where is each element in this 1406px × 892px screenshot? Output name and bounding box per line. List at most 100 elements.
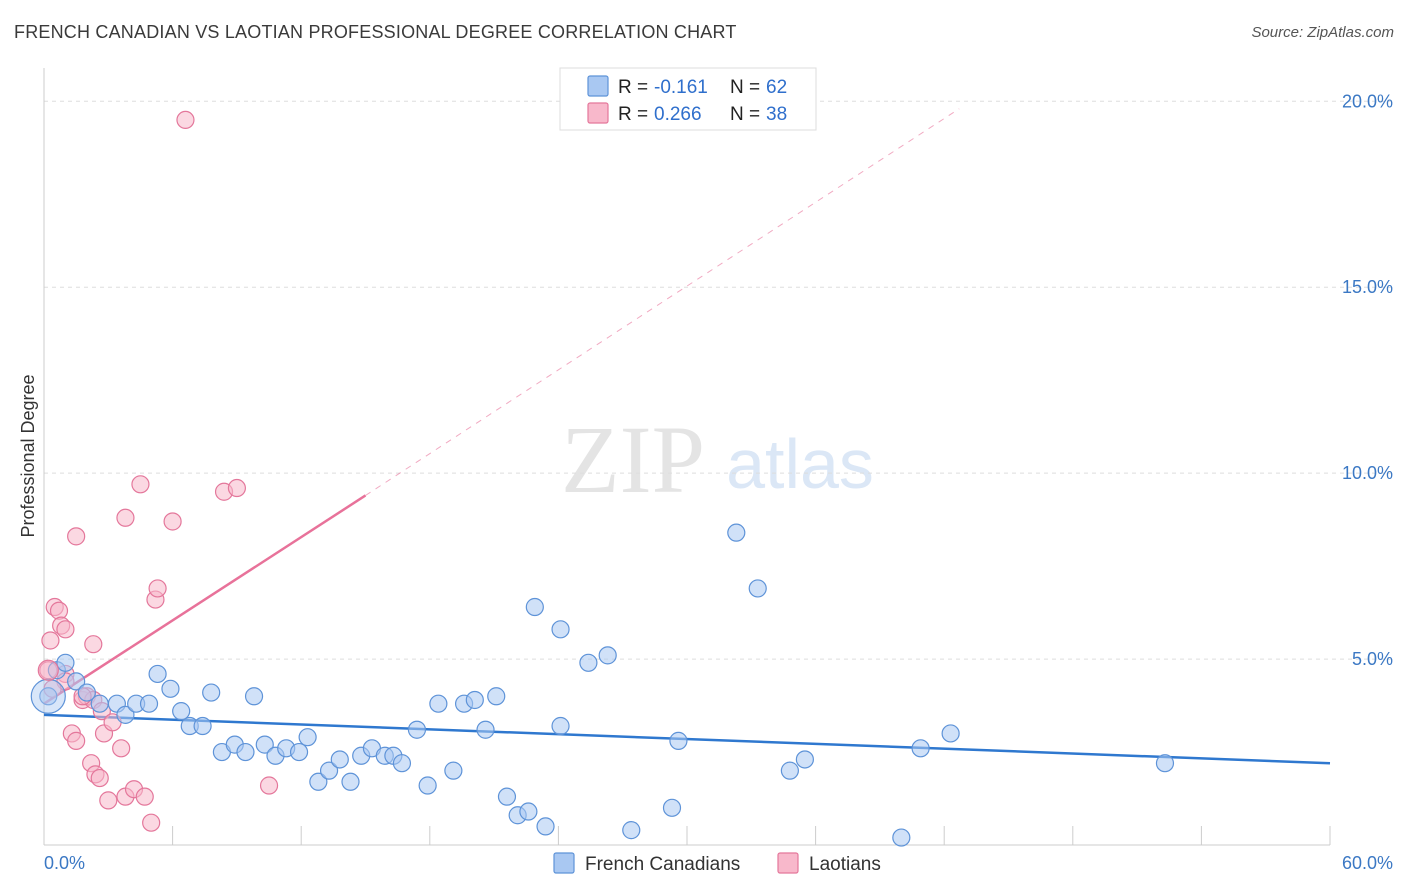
point-french-canadians-12 [172,702,191,721]
point-french-canadians-39 [465,690,484,710]
point-french-canadians-48 [551,716,570,736]
point-french-canadians-40 [476,720,495,739]
axes [43,68,1331,846]
point-french-canadians-cluster [30,678,66,714]
x-tick-label-min: 0.0% [44,853,85,873]
point-laotians-22 [112,739,131,758]
legend-r-label-0: R = [618,77,648,98]
point-french-canadians-5 [90,694,109,713]
y-tick-label-10: 10.0% [1342,463,1393,483]
point-french-canadians-42 [497,787,517,806]
point-french-canadians-61 [1155,754,1175,773]
point-french-canadians-44 [519,802,538,821]
point-french-canadians-37 [444,761,463,780]
point-french-canadians-57 [795,750,814,769]
point-laotians-28 [142,813,161,832]
point-french-canadians-53 [669,731,688,750]
point-laotians-27 [135,787,154,806]
point-laotians-9 [67,527,86,546]
point-french-canadians-7 [116,705,135,724]
legend-n-label-1: N = [730,104,760,125]
point-french-canadians-0 [39,687,58,706]
point-french-canadians-15 [202,683,221,702]
legend-n-value-laotians: 38 [766,104,787,125]
legend-r-value-laotians: 0.266 [654,104,702,125]
point-french-canadians-24 [298,728,317,747]
point-french-canadians-50 [598,646,617,665]
y-tick-label-20: 20.0% [1342,91,1393,111]
point-laotians-31 [163,512,182,531]
legend-r-label-1: R = [618,104,648,125]
point-laotians-26 [131,475,150,494]
point-french-canadians-33 [392,754,412,773]
point-french-canadians-4 [77,683,96,702]
point-laotians-35 [259,776,279,795]
x-tick-label-max: 60.0% [1342,853,1393,873]
point-french-canadians-52 [662,798,682,817]
point-french-canadians-2 [56,653,75,672]
point-french-canadians-27 [330,750,349,769]
point-laotians-20 [99,791,118,810]
y-tick-label-5: 5.0% [1352,649,1393,669]
point-laotians-17 [90,768,109,788]
point-laotians-1 [41,631,60,650]
watermark-zip: ZIP [561,406,705,513]
point-french-canadians-10 [148,664,167,684]
point-laotians-34 [227,478,246,498]
point-french-canadians-47 [551,620,570,639]
point-french-canadians-51 [622,821,641,840]
point-french-canadians-19 [244,687,264,706]
bottom-legend-label-french-canadians: French Canadians [585,854,740,875]
point-french-canadians-23 [289,742,309,762]
series-legend: French Canadians Laotians [553,852,881,875]
point-french-canadians-3 [67,672,86,691]
bottom-legend-swatch-french-canadians [553,852,575,874]
point-laotians-10 [67,731,86,750]
y-tick-labels: 5.0% 10.0% 15.0% 20.0% [1342,91,1393,669]
bottom-legend-swatch-laotians [777,852,799,874]
bottom-legend-label-laotians: Laotians [809,854,881,875]
point-french-canadians-36 [429,694,448,713]
point-french-canadians-9 [139,694,159,713]
legend-n-value-french-canadians: 62 [766,77,787,98]
legend-swatch-laotians [587,102,609,124]
y-tick-label-15: 15.0% [1342,277,1393,297]
point-french-canadians-49 [579,653,598,672]
point-french-canadians-41 [487,687,506,706]
stats-legend: R = -0.161 N = 62 R = 0.266 N = 38 [559,67,817,131]
point-french-canadians-35 [418,776,437,795]
point-french-canadians-46 [536,817,555,836]
point-laotians-7 [56,620,75,639]
point-french-canadians-14 [193,716,212,736]
point-laotians-32 [176,110,195,130]
point-french-canadians-56 [780,761,799,780]
gridlines [44,100,1392,660]
point-french-canadians-54 [727,523,746,542]
point-laotians-15 [84,635,103,654]
source-credit: Source: ZipAtlas.com [1251,24,1394,41]
chart-title: FRENCH CANADIAN VS LAOTIAN PROFESSIONAL … [14,22,737,42]
point-french-canadians-25 [309,772,328,791]
point-laotians-30 [148,579,167,598]
point-laotians-3 [49,601,69,620]
point-french-canadians-60 [941,724,960,743]
watermark-atlas: atlas [726,425,874,503]
legend-swatch-french-canadians [587,75,609,97]
point-french-canadians-26 [319,761,339,780]
point-french-canadians-58 [892,828,911,847]
point-laotians-24 [116,508,135,527]
point-french-canadians-34 [407,720,427,739]
legend-r-value-french-canadians: -0.161 [654,77,708,98]
point-french-canadians-20 [255,735,274,754]
point-laotians-cluster [37,659,59,681]
point-french-canadians-59 [911,739,930,758]
trend-line-laotians [43,494,367,705]
point-french-canadians-28 [341,772,360,791]
point-french-canadians-45 [525,597,544,617]
point-french-canadians-11 [161,679,180,698]
legend-n-label-0: N = [730,77,760,98]
data-points [30,110,1175,847]
point-french-canadians-18 [236,742,255,762]
y-axis-label: Professional Degree [18,374,38,537]
